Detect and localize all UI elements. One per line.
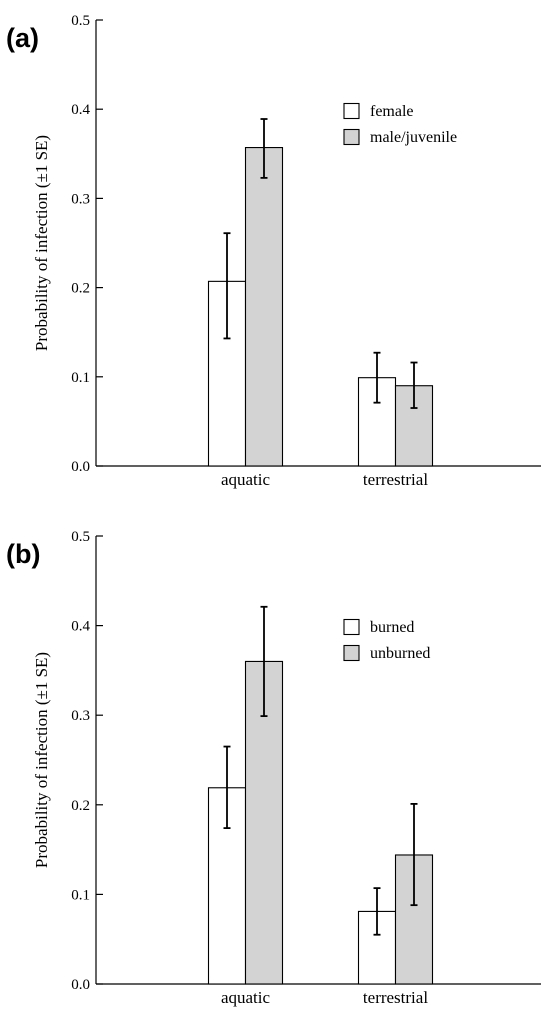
y-tick-label: 0.1 <box>71 370 90 386</box>
chart-panel-a: (a) 0.0 0.1 0.2 0.3 0.4 0.5 Probability of infe… <box>6 13 541 489</box>
y-tick-label: 0.2 <box>71 798 90 814</box>
legend-label: unburned <box>370 645 430 662</box>
legend-label: burned <box>370 619 414 636</box>
legend-swatch <box>343 102 360 120</box>
y-tick-label: 0.1 <box>71 887 90 903</box>
y-tick-label: 0.4 <box>71 619 90 635</box>
x-tick-label: aquatic <box>221 470 271 489</box>
y-axis-label: Probability of infection (±1 SE) <box>32 135 51 351</box>
y-tick-label: 0.3 <box>71 708 90 724</box>
legend: burned unburned <box>343 618 430 662</box>
y-tick-label: 0.0 <box>71 459 90 475</box>
legend-swatch <box>343 644 360 662</box>
y-tick-label: 0.2 <box>71 281 90 297</box>
y-tick-label: 0.3 <box>71 191 90 207</box>
legend-swatch <box>343 618 360 636</box>
panel-label: (a) <box>6 23 39 53</box>
x-tick-label: terrestrial <box>363 470 428 489</box>
legend-label: male/juvenile <box>370 129 457 146</box>
y-axis-label: Probability of infection (±1 SE) <box>32 652 51 868</box>
y-tick-label: 0.5 <box>71 529 90 545</box>
bar <box>244 147 284 467</box>
y-tick-label: 0.0 <box>71 977 90 993</box>
legend: female male/juvenile <box>343 102 457 146</box>
x-tick-label: terrestrial <box>363 988 428 1007</box>
x-tick-label: aquatic <box>221 988 271 1007</box>
y-tick-label: 0.4 <box>71 102 90 118</box>
y-tick-label: 0.5 <box>71 13 90 29</box>
chart-panel-b: (b) 0.0 0.1 0.2 0.3 0.4 0.5 Probability of infe… <box>6 529 541 1007</box>
legend-label: female <box>370 103 414 120</box>
panel-label: (b) <box>6 539 40 569</box>
legend-swatch <box>343 128 360 146</box>
